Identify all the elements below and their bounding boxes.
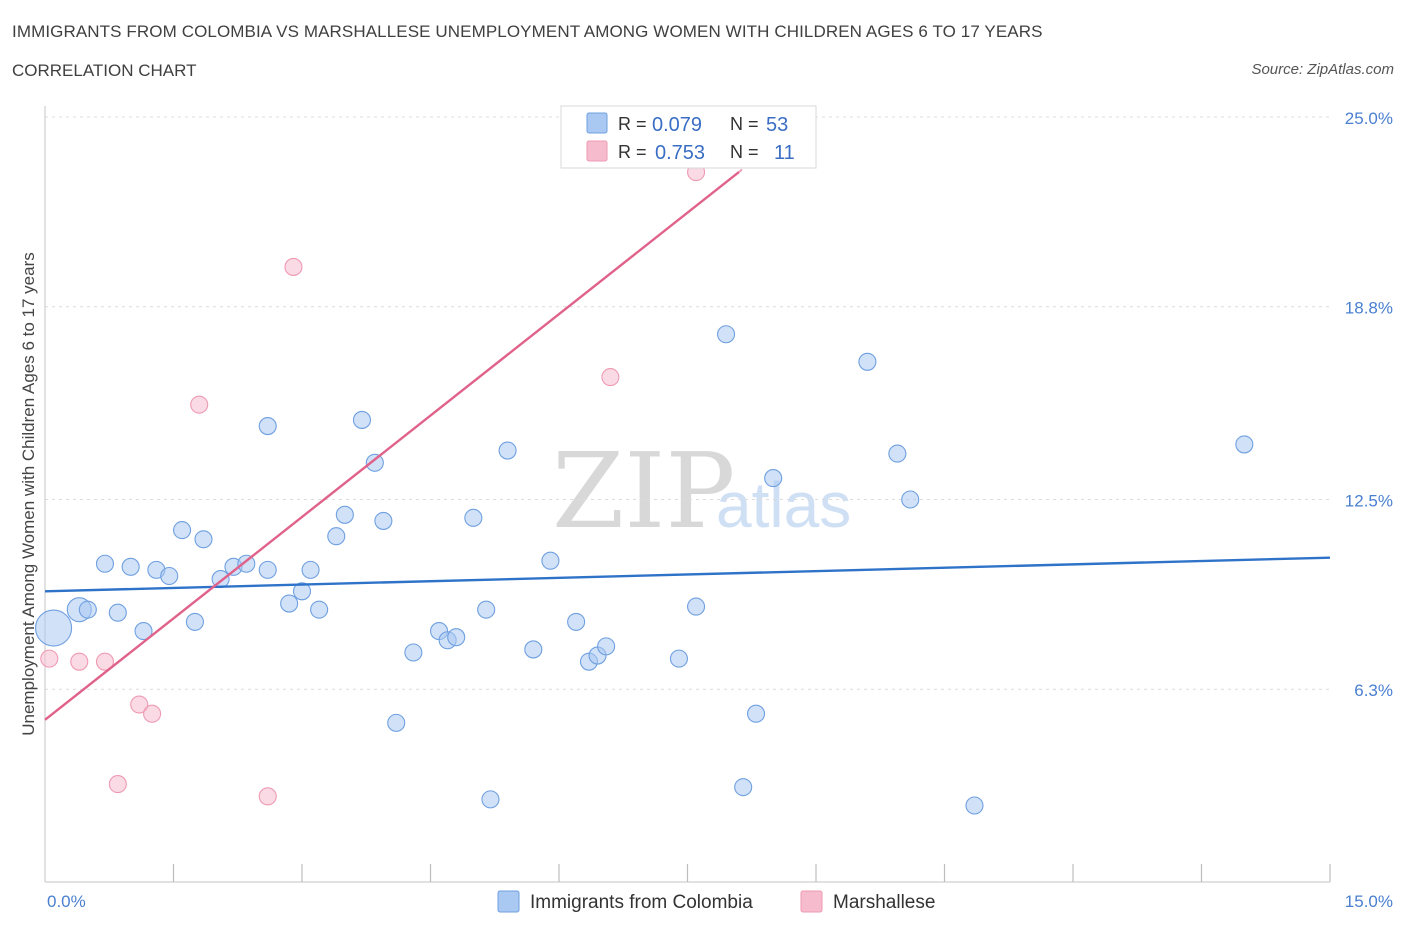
point-colombia: [280, 594, 299, 613]
point-colombia: [1235, 435, 1254, 454]
point-marshallese: [70, 652, 89, 671]
legend-n-label-marshallese: N =: [730, 142, 759, 162]
point-marshallese: [40, 649, 59, 668]
point-colombia: [185, 612, 204, 631]
watermark-zip: ZIP: [552, 430, 735, 552]
bottom-legend: Immigrants from Colombia Marshallese: [497, 890, 935, 913]
point-colombia: [734, 778, 753, 797]
point-colombia: [888, 444, 907, 463]
y-axis-label: Unemployment Among Women with Children A…: [19, 252, 38, 736]
source-label: Source: ZipAtlas.com: [1251, 61, 1394, 78]
point-colombia: [481, 790, 500, 809]
legend-n-value-colombia: 53: [766, 114, 788, 136]
legend-swatch-colombia: [586, 112, 608, 134]
legend-r-value-marshallese: 0.753: [655, 142, 705, 164]
point-colombia: [35, 609, 73, 647]
point-colombia: [965, 796, 984, 815]
data-points: [35, 163, 1254, 815]
point-colombia: [746, 704, 766, 723]
chart-title: IMMIGRANTS FROM COLOMBIA VS MARSHALLESE …: [12, 22, 1043, 41]
legend-n-label-colombia: N =: [730, 114, 759, 134]
legend-n-value-marshallese: 11: [774, 142, 795, 164]
point-colombia: [310, 600, 329, 619]
point-colombia: [447, 628, 466, 647]
point-colombia: [498, 441, 517, 460]
point-colombia: [121, 557, 140, 576]
point-colombia: [327, 527, 346, 546]
point-colombia: [194, 530, 213, 549]
point-colombia: [95, 554, 115, 573]
legend-swatch-marshallese: [586, 140, 608, 162]
point-marshallese: [143, 704, 162, 723]
point-colombia: [292, 582, 312, 601]
bottom-legend-swatch-colombia: [497, 890, 520, 913]
legend-r-label-colombia: R =: [618, 114, 647, 134]
point-marshallese: [284, 257, 303, 276]
point-colombia: [669, 649, 688, 668]
y-tick-labels: 25.0% 18.8% 12.5% 6.3%: [1345, 109, 1393, 700]
point-colombia: [764, 469, 783, 488]
point-marshallese: [190, 395, 209, 414]
bottom-legend-swatch-marshallese: [800, 890, 823, 913]
point-colombia: [173, 521, 192, 540]
point-colombia: [477, 600, 496, 619]
chart-subtitle: CORRELATION CHART: [12, 61, 197, 80]
bottom-legend-label-colombia: Immigrants from Colombia: [530, 892, 753, 913]
point-colombia: [374, 511, 393, 530]
y-tick-label: 12.5%: [1345, 492, 1393, 511]
legend-r-label-marshallese: R =: [618, 142, 647, 162]
point-colombia: [464, 508, 483, 527]
point-colombia: [524, 640, 543, 659]
point-marshallese: [108, 775, 127, 794]
point-colombia: [258, 417, 277, 436]
point-marshallese: [95, 652, 115, 671]
point-colombia: [387, 713, 406, 732]
point-colombia: [597, 637, 616, 656]
point-colombia: [160, 566, 179, 586]
point-colombia: [567, 612, 586, 631]
watermark-atlas: atlas: [716, 469, 851, 541]
trend-line-marshallese: [44, 171, 740, 721]
x-tick-label-min: 0.0%: [47, 892, 86, 911]
trend-line-colombia: [44, 556, 1331, 593]
x-tick-label-max: 15.0%: [1345, 892, 1393, 911]
point-colombia: [352, 410, 372, 429]
point-colombia: [901, 490, 920, 509]
point-colombia: [541, 551, 560, 570]
point-colombia: [335, 505, 354, 524]
point-marshallese: [258, 787, 277, 806]
legend-r-value-colombia: 0.079: [652, 114, 702, 136]
point-marshallese: [130, 695, 149, 714]
top-legend: R = 0.079 N = 53 R = 0.753 N = 11: [560, 105, 817, 169]
point-colombia: [78, 600, 97, 619]
point-colombia: [687, 597, 706, 616]
y-tick-label: 6.3%: [1354, 681, 1393, 700]
point-colombia: [258, 560, 277, 579]
point-colombia: [108, 603, 127, 622]
bottom-legend-label-marshallese: Marshallese: [833, 892, 935, 913]
point-colombia: [301, 560, 320, 579]
y-tick-label: 25.0%: [1345, 109, 1393, 128]
point-colombia: [365, 453, 384, 472]
point-colombia: [716, 325, 736, 344]
y-tick-label: 18.8%: [1345, 299, 1393, 318]
trend-lines: [44, 116, 1331, 721]
point-marshallese: [601, 368, 620, 387]
point-colombia: [237, 554, 256, 573]
point-colombia: [134, 622, 153, 641]
point-colombia: [404, 643, 423, 662]
x-ticks: [172, 864, 1331, 882]
point-colombia: [858, 352, 877, 371]
grid-lines: [45, 116, 1330, 690]
